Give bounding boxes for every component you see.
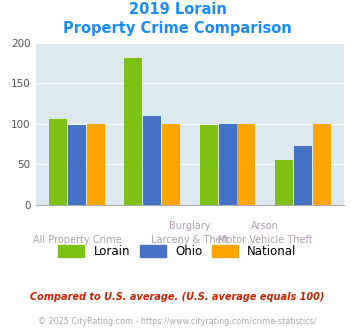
Text: Burglary: Burglary <box>169 221 211 231</box>
Bar <box>143 115 161 205</box>
Bar <box>68 125 86 205</box>
Text: Property Crime Comparison: Property Crime Comparison <box>63 21 292 36</box>
Text: Motor Vehicle Theft: Motor Vehicle Theft <box>218 235 312 245</box>
Bar <box>162 124 180 205</box>
Bar <box>237 124 256 205</box>
Text: Compared to U.S. average. (U.S. average equals 100): Compared to U.S. average. (U.S. average … <box>30 292 325 302</box>
Bar <box>87 124 105 205</box>
Bar <box>200 125 218 205</box>
Text: All Property Crime: All Property Crime <box>33 235 121 245</box>
Text: Arson: Arson <box>251 221 279 231</box>
Bar <box>49 119 67 205</box>
Bar <box>219 124 237 205</box>
Legend: Lorain, Ohio, National: Lorain, Ohio, National <box>58 245 297 258</box>
Bar <box>275 160 293 205</box>
Bar <box>124 58 142 205</box>
Text: Larceny & Theft: Larceny & Theft <box>151 235 229 245</box>
Text: 2019 Lorain: 2019 Lorain <box>129 2 226 16</box>
Text: © 2025 CityRating.com - https://www.cityrating.com/crime-statistics/: © 2025 CityRating.com - https://www.city… <box>38 317 317 326</box>
Bar <box>313 124 331 205</box>
Bar <box>294 146 312 205</box>
